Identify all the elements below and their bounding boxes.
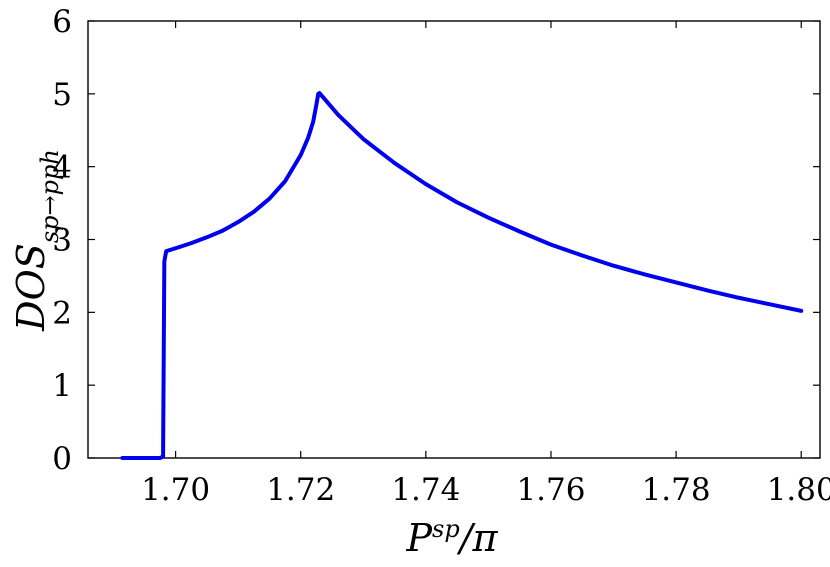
- y-tick-label: 3: [52, 223, 72, 259]
- y-axis-label: DOSsp→pph: [9, 149, 64, 332]
- tick-labels: 1.70 1.72 1.74 1.76 1.78 1.80 0 1 2 3 4 5 6: [52, 4, 830, 508]
- y-tick-label: 4: [52, 150, 72, 186]
- tick-marks: [88, 20, 820, 459]
- x-tick-label: 1.76: [516, 472, 585, 508]
- y-tick-label: 2: [52, 295, 72, 331]
- y-tick-label: 0: [52, 441, 72, 477]
- y-tick-label: 5: [52, 77, 72, 113]
- y-tick-label: 6: [52, 4, 72, 40]
- x-tick-label: 1.80: [767, 472, 830, 508]
- x-axis-label: Psp/π: [405, 515, 498, 560]
- x-tick-label: 1.70: [141, 472, 210, 508]
- dos-curve: [120, 91, 804, 460]
- x-tick-label: 1.72: [266, 472, 335, 508]
- x-tick-label: 1.74: [391, 472, 460, 508]
- y-tick-label: 1: [52, 368, 72, 404]
- x-tick-label: 1.78: [642, 472, 711, 508]
